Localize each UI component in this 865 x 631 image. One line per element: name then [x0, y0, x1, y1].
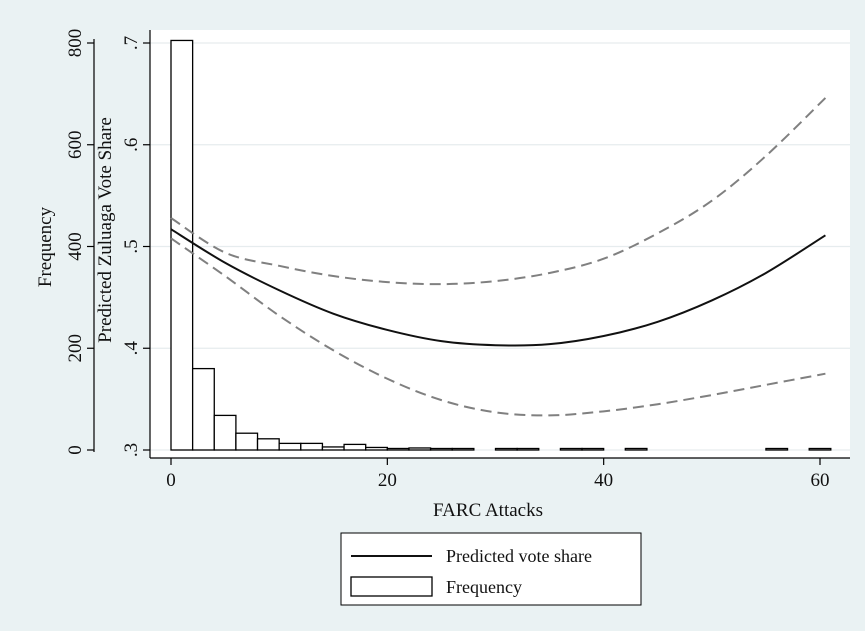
plot-area — [150, 30, 850, 458]
predicted-vote-share-line — [170, 228, 826, 347]
frequency-tick-label: 400 — [65, 232, 86, 261]
legend-label-predicted-vote-share: Predicted vote share — [446, 546, 592, 566]
vote-share-tick-label: .4 — [121, 341, 142, 356]
frequency-tick-label: 200 — [65, 334, 86, 363]
tick-labels: 0 200 400 600 800 .3 .4 .5 .6 .7 0 20 40 60 — [65, 29, 830, 491]
vote-share-tick-label: .3 — [121, 443, 142, 457]
x-tick-label: 40 — [594, 470, 613, 491]
histogram-bar — [256, 438, 280, 451]
vote-share-tick-label: .7 — [121, 36, 142, 50]
legend-label-frequency: Frequency — [446, 577, 522, 597]
histogram-bar — [343, 443, 367, 451]
x-tick-label: 60 — [811, 470, 830, 491]
histogram-bar — [300, 442, 324, 451]
histogram-bar — [451, 447, 475, 451]
vote-share-tick-label: .5 — [121, 239, 142, 253]
frequency-tick-label: 800 — [65, 29, 86, 58]
histogram-bar — [765, 447, 789, 451]
vote-share-tick-label: .6 — [121, 138, 142, 152]
histogram-bar — [235, 432, 259, 451]
y-axis-title-vote-share: Predicted Zuluaga Vote Share — [95, 117, 116, 343]
frequency-tick-label: 600 — [65, 131, 86, 160]
histogram-bars — [170, 39, 832, 451]
histogram-bar — [213, 414, 237, 451]
frequency-tick-label: 0 — [65, 445, 86, 455]
x-tick-label: 20 — [378, 470, 397, 491]
x-tick-label: 0 — [166, 470, 176, 491]
histogram-bar — [170, 39, 194, 451]
histogram-bar — [624, 447, 648, 451]
histogram-bar — [516, 447, 540, 451]
histogram-bar — [559, 447, 583, 451]
histogram-bar — [581, 447, 605, 451]
histogram-bar — [321, 446, 345, 451]
series-lines — [170, 97, 827, 417]
histogram-bar — [808, 447, 832, 451]
histogram-bar — [191, 367, 215, 451]
x-axis-title: FARC Attacks — [433, 500, 543, 521]
y-axis-title-frequency: Frequency — [35, 206, 56, 287]
legend-symbol-box — [350, 576, 433, 597]
ci-upper-bound-line — [170, 97, 827, 286]
ci-lower-bound-line — [170, 237, 826, 417]
histogram-bar — [408, 447, 432, 451]
axes — [87, 30, 850, 465]
histogram-bar — [278, 442, 302, 451]
histogram-bar — [365, 446, 388, 451]
histogram-bar — [429, 447, 453, 451]
histogram-bar — [494, 447, 518, 451]
legend: Predicted vote share Frequency — [340, 532, 642, 606]
histogram-bar — [386, 447, 410, 451]
